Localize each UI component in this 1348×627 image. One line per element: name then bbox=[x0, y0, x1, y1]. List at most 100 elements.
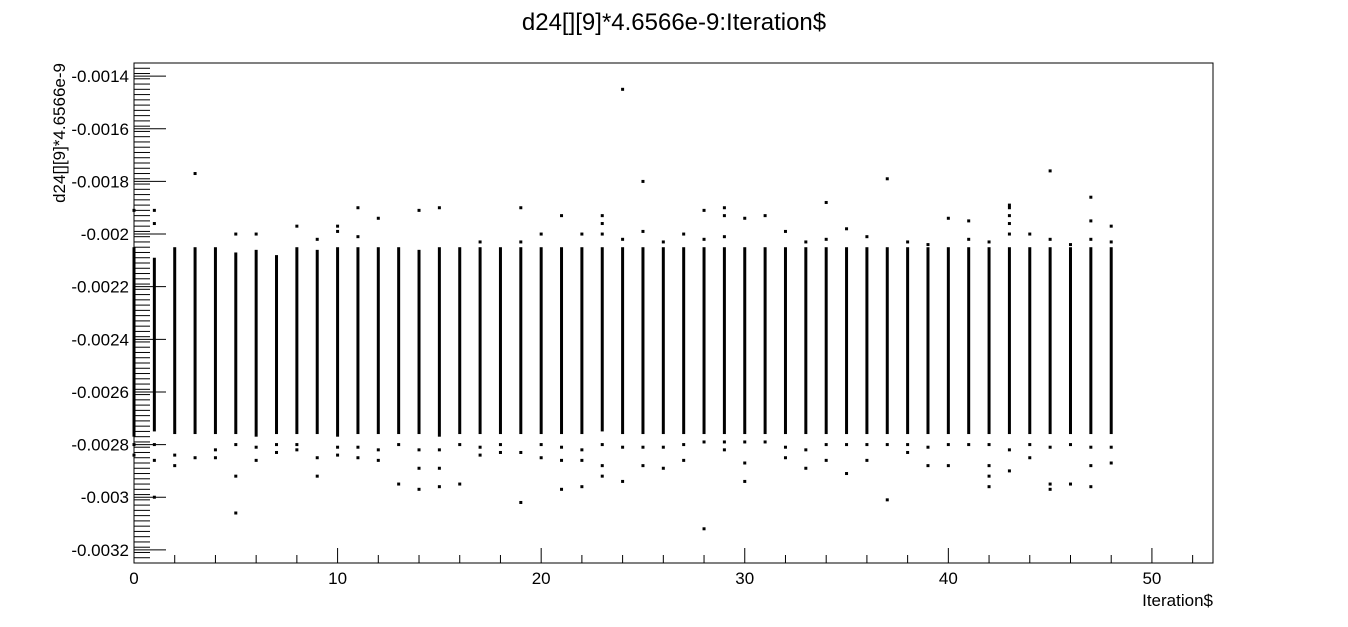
y-tick-label: -0.0022 bbox=[71, 278, 129, 297]
data-point bbox=[519, 450, 523, 454]
data-point bbox=[539, 232, 543, 236]
data-point bbox=[315, 456, 319, 460]
data-point bbox=[1007, 232, 1011, 236]
data-point bbox=[987, 240, 991, 244]
point-column bbox=[1028, 247, 1032, 435]
data-point bbox=[987, 443, 991, 447]
data-point bbox=[1048, 482, 1052, 486]
data-point bbox=[865, 235, 869, 239]
x-tick-label: 40 bbox=[939, 569, 958, 588]
data-point bbox=[376, 216, 380, 220]
y-tick-label: -0.0026 bbox=[71, 383, 129, 402]
data-point bbox=[356, 445, 360, 449]
y-tick-labels: -0.0014 -0.0016 -0.0018 -0.002 -0.0022 -0.002… bbox=[71, 67, 129, 560]
data-point bbox=[1089, 464, 1093, 468]
data-point bbox=[926, 243, 930, 247]
data-point bbox=[234, 232, 238, 236]
data-point bbox=[397, 443, 401, 447]
data-point bbox=[1028, 232, 1032, 236]
data-point bbox=[885, 498, 889, 502]
data-point bbox=[478, 453, 482, 457]
point-column bbox=[132, 247, 136, 437]
point-column bbox=[336, 247, 340, 437]
data-point bbox=[845, 227, 849, 231]
point-column bbox=[906, 247, 910, 435]
data-point bbox=[254, 445, 258, 449]
data-point bbox=[1089, 485, 1093, 489]
data-point bbox=[336, 224, 340, 228]
data-point bbox=[356, 456, 360, 460]
point-column bbox=[661, 247, 665, 435]
point-column bbox=[417, 249, 421, 435]
data-point bbox=[437, 485, 441, 489]
point-column bbox=[478, 247, 482, 435]
data-point bbox=[376, 458, 380, 462]
point-column bbox=[275, 255, 279, 435]
data-point bbox=[234, 474, 238, 478]
data-point bbox=[132, 453, 136, 457]
data-point bbox=[1048, 445, 1052, 449]
data-point bbox=[458, 443, 462, 447]
data-point bbox=[152, 222, 156, 226]
data-point bbox=[682, 232, 686, 236]
y-axis-title: d24[][9]*4.6566e-9 bbox=[50, 63, 69, 203]
data-point bbox=[539, 456, 543, 460]
data-point bbox=[600, 232, 604, 236]
x-tick-label: 0 bbox=[129, 569, 138, 588]
data-point bbox=[661, 466, 665, 470]
point-column bbox=[213, 247, 217, 435]
point-column bbox=[1089, 247, 1093, 435]
point-column bbox=[621, 247, 625, 435]
data-point bbox=[783, 445, 787, 449]
x-tick-label: 30 bbox=[735, 569, 754, 588]
data-point bbox=[926, 464, 930, 468]
data-point bbox=[1109, 240, 1113, 244]
data-point bbox=[1007, 222, 1011, 226]
data-point bbox=[641, 179, 645, 183]
point-column bbox=[580, 247, 584, 435]
data-point bbox=[336, 445, 340, 449]
point-column bbox=[437, 247, 441, 437]
point-column bbox=[682, 247, 686, 435]
data-point bbox=[621, 445, 625, 449]
data-point bbox=[600, 464, 604, 468]
data-point bbox=[722, 235, 726, 239]
data-point bbox=[560, 487, 564, 491]
data-point bbox=[437, 206, 441, 210]
data-point bbox=[336, 229, 340, 233]
y-tick-label: -0.0028 bbox=[71, 436, 129, 455]
data-point bbox=[417, 208, 421, 212]
y-tick-label: -0.0018 bbox=[71, 172, 129, 191]
data-point bbox=[1028, 456, 1032, 460]
data-point bbox=[173, 464, 177, 468]
point-column bbox=[1048, 247, 1052, 435]
x-tick-label: 50 bbox=[1142, 569, 1161, 588]
data-point bbox=[173, 453, 177, 457]
chart-title: d24[][9]*4.6566e-9:Iteration$ bbox=[522, 9, 826, 36]
data-point bbox=[519, 240, 523, 244]
data-point bbox=[295, 448, 299, 452]
data-point bbox=[1048, 237, 1052, 241]
data-point bbox=[1089, 237, 1093, 241]
data-point bbox=[336, 453, 340, 457]
point-column bbox=[295, 247, 299, 435]
point-column bbox=[600, 247, 604, 432]
data-point bbox=[417, 448, 421, 452]
data-point bbox=[600, 222, 604, 226]
data-point bbox=[254, 232, 258, 236]
data-point bbox=[783, 456, 787, 460]
data-point bbox=[1007, 469, 1011, 473]
data-point bbox=[275, 450, 279, 454]
point-column bbox=[865, 247, 869, 435]
data-point bbox=[702, 237, 706, 241]
data-point bbox=[743, 440, 747, 444]
data-point bbox=[498, 443, 502, 447]
y-tick-label: -0.0024 bbox=[71, 330, 129, 349]
data-point bbox=[682, 443, 686, 447]
data-point bbox=[845, 443, 849, 447]
x-axis-title: Iteration$ bbox=[1142, 591, 1213, 610]
data-point bbox=[641, 229, 645, 233]
data-point bbox=[234, 511, 238, 515]
data-point bbox=[1089, 219, 1093, 223]
data-point bbox=[824, 443, 828, 447]
